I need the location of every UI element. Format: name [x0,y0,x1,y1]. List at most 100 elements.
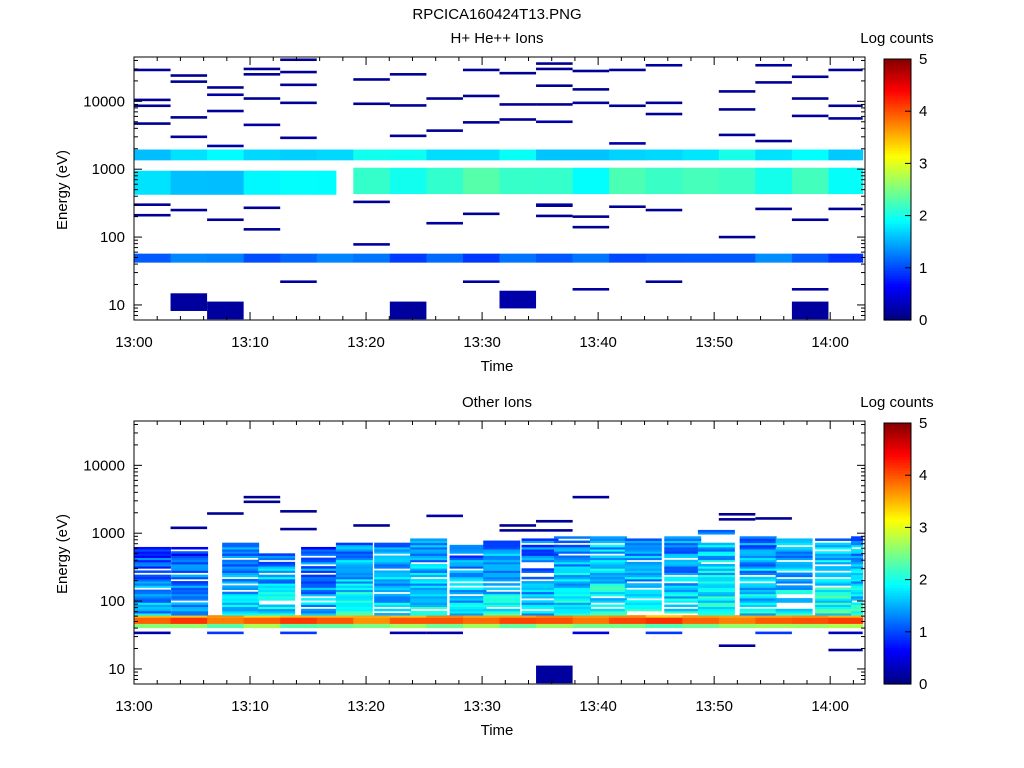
colorbar-segment [884,579,911,583]
count-cell [851,568,864,571]
colorbar-segment [884,657,911,662]
count-cell [739,564,777,567]
colorbar-tick-label: 0 [919,676,927,693]
band-cell [134,170,172,195]
count-cell [171,587,209,590]
count-cell [791,97,829,100]
count-cell [590,555,627,559]
count-cell [536,519,573,523]
count-cell [775,587,813,590]
count-cell [335,585,373,588]
count-cell [462,212,500,216]
count-cell [739,546,777,550]
colorbar-segment [884,642,911,646]
count-cell [374,613,412,616]
count-cell [462,94,500,98]
colorbar-segment [884,98,911,102]
colorbar-segment [884,252,911,256]
colorbar-segment [884,433,911,437]
panel1-x-axis: 13:00 13:10 13:20 13:30 13:40 13:50 14:00 [115,57,854,351]
colorbar-segment [884,441,911,445]
count-cell [499,529,537,532]
count-cell [590,598,627,601]
count-cell [590,564,627,567]
count-cell [222,578,260,582]
band-cell [207,149,245,161]
count-cell [697,559,735,563]
count-cell [851,583,864,586]
count-cell [410,538,448,541]
count-cell [775,549,813,552]
count-cell [301,553,339,556]
count-cell [134,570,171,573]
count-cell [171,581,209,584]
colorbar-segment [884,124,911,128]
count-cell [828,631,863,635]
count-cell [624,585,662,588]
count-cell [851,564,864,567]
colorbar-segment [884,74,911,78]
count-cell [815,568,853,571]
colorbar-segment [884,519,911,523]
count-cell [590,544,627,548]
count-cell [851,536,864,539]
count-cell [134,553,171,556]
count-cell [449,555,487,559]
count-cell [335,604,373,608]
count-cell [697,589,735,593]
count-cell [134,598,171,601]
count-cell [335,555,373,559]
count-cell [815,555,853,559]
colorbar-tick-label: 1 [919,260,927,277]
count-cell [301,581,339,584]
band-cell [462,149,500,161]
colorbar-segment [884,231,911,235]
count-cell [483,557,521,561]
count-cell [815,589,853,593]
colorbar-segment [884,168,911,172]
colorbar-segment [884,273,911,277]
count-cell [664,536,702,539]
colorbar-segment [884,270,911,274]
count-cell [222,564,260,567]
band-cell [645,615,683,618]
count-cell [134,557,171,561]
count-cell [207,93,244,97]
colorbar-segment [884,610,911,615]
count-cell [755,207,792,211]
count-cell [335,557,373,561]
count-cell [851,542,864,546]
count-cell [554,574,591,578]
colorbar-segment [884,116,911,120]
count-cell [536,529,573,532]
count-cell [590,583,627,586]
colorbar-tick-label: 4 [919,103,927,120]
count-cell [536,62,573,65]
count-cell [243,97,281,100]
count-cell [280,510,317,513]
count-cell [335,602,373,605]
count-cell [851,608,864,612]
count-cell [335,546,373,550]
count-cell [664,610,702,614]
count-cell [353,78,390,81]
count-cell [664,600,702,603]
count-cell [828,68,863,72]
band-cell [682,149,720,161]
colorbar-segment [884,571,911,575]
band-cell [828,615,864,618]
count-cell [449,604,487,608]
count-cell [521,551,559,554]
count-cell [554,536,591,539]
count-cell [572,215,610,218]
count-cell [410,600,448,603]
count-cell [664,544,702,548]
count-cell [483,598,521,601]
count-cell [697,549,735,552]
count-cell [301,546,339,550]
count-cell [353,102,390,106]
count-cell [521,570,559,573]
count-cell [374,546,412,550]
count-cell [775,555,813,559]
count-cell [134,602,171,605]
